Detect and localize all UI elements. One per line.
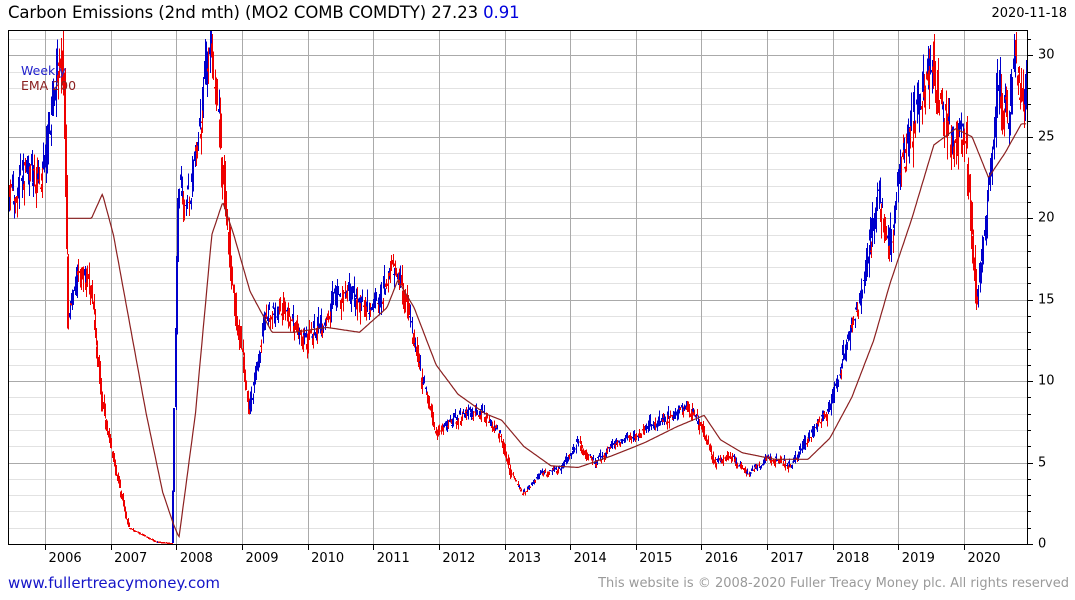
x-axis-label: 2012 xyxy=(442,551,476,566)
y-axis-tick-minor xyxy=(1028,332,1031,334)
x-axis-label: 2019 xyxy=(901,551,935,566)
x-axis-tick xyxy=(110,545,112,550)
chart-header: Carbon Emissions (2nd mth) (MO2 COMB COM… xyxy=(0,0,1075,28)
instrument-name: Carbon Emissions (2nd mth) (MO2 COMB COM… xyxy=(8,3,427,22)
price-change: 0.91 xyxy=(483,3,520,22)
x-axis-label: 2011 xyxy=(376,551,410,566)
x-axis-tick xyxy=(570,545,572,550)
x-axis-label: 2013 xyxy=(507,551,542,566)
y-axis-tick-minor xyxy=(1028,478,1031,480)
y-axis-tick-minor xyxy=(1028,202,1031,203)
x-axis-label: 2009 xyxy=(245,551,279,566)
y-axis-tick-major xyxy=(1028,55,1033,57)
y-axis-tick-minor xyxy=(1028,120,1031,122)
x-axis-tick xyxy=(898,545,900,550)
last-price: 27.23 xyxy=(431,3,478,22)
x-axis-tick xyxy=(832,545,834,550)
y-axis-tick-minor xyxy=(1028,169,1031,171)
x-axis: 2006 2007 2008 2009 2010 2011 2012 2013 2014 2015… xyxy=(8,545,1028,570)
copyright-notice: This website is © 2008-2020 Fuller Treac… xyxy=(598,576,1069,591)
y-axis-tick-minor xyxy=(1028,364,1031,366)
y-axis-label: 5 xyxy=(1038,455,1047,471)
y-axis-tick-minor xyxy=(1028,71,1031,73)
x-axis-tick xyxy=(373,545,375,550)
y-axis: 0 5 10 15 20 25 30 xyxy=(1028,30,1075,552)
y-axis-tick-minor xyxy=(1028,88,1031,89)
y-axis-tick-major xyxy=(1028,136,1033,138)
x-axis-tick xyxy=(307,545,309,550)
y-axis-tick-minor xyxy=(1028,283,1031,285)
x-axis-tick xyxy=(242,545,243,550)
y-axis-tick-minor xyxy=(1028,495,1031,497)
y-axis-tick-minor xyxy=(1028,39,1031,41)
y-axis-label: 25 xyxy=(1038,129,1055,145)
x-axis-label: 2017 xyxy=(770,551,804,566)
x-axis-label: 2010 xyxy=(311,551,345,566)
y-axis-label: 15 xyxy=(1038,292,1055,308)
ohlc-bars xyxy=(9,31,1027,544)
x-axis-label: 2020 xyxy=(967,551,1001,566)
y-axis-tick-minor xyxy=(1028,446,1031,448)
x-axis-label: 2008 xyxy=(179,551,213,566)
x-axis-label: 2007 xyxy=(114,551,148,566)
x-axis-tick xyxy=(963,545,965,550)
x-axis-label: 2006 xyxy=(48,551,82,566)
chart-canvas[interactable] xyxy=(9,31,1027,544)
x-axis-tick xyxy=(45,545,47,550)
y-axis-tick-minor xyxy=(1028,413,1031,415)
y-axis-label: 0 xyxy=(1038,536,1047,552)
as-of-date: 2020-11-18 xyxy=(991,6,1067,21)
x-axis-tick xyxy=(767,545,769,550)
y-axis-tick-minor xyxy=(1028,527,1031,529)
x-axis-label: 2015 xyxy=(639,551,673,566)
y-axis-tick-major xyxy=(1028,462,1033,464)
y-axis-tick-minor xyxy=(1028,234,1031,236)
x-axis-tick xyxy=(701,545,703,550)
y-axis-tick-minor xyxy=(1028,250,1031,252)
y-axis-tick-minor xyxy=(1028,104,1031,106)
y-axis-tick-major xyxy=(1028,299,1033,301)
chart-plot-area[interactable]: Weekly EMA 200 xyxy=(8,30,1028,545)
y-axis-tick-minor xyxy=(1028,511,1031,513)
y-axis-tick-major xyxy=(1028,544,1033,545)
y-axis-label: 30 xyxy=(1038,47,1055,63)
y-axis-tick-minor xyxy=(1028,153,1031,155)
y-axis-tick-minor xyxy=(1028,397,1031,399)
x-axis-label: 2014 xyxy=(573,551,607,566)
site-url-link[interactable]: www.fullertreacymoney.com xyxy=(8,574,221,592)
page-title: Carbon Emissions (2nd mth) (MO2 COMB COM… xyxy=(8,3,520,22)
x-axis-tick xyxy=(176,545,178,550)
y-axis-tick-minor xyxy=(1028,348,1031,350)
ema-200-line xyxy=(68,123,1027,539)
y-axis-tick-minor xyxy=(1028,316,1031,317)
x-axis-label: 2018 xyxy=(836,551,870,566)
y-axis-tick-major xyxy=(1028,381,1033,383)
y-axis-tick-minor xyxy=(1028,430,1031,431)
x-axis-tick xyxy=(635,545,637,550)
y-axis-tick-major xyxy=(1028,218,1033,220)
y-axis-tick-minor xyxy=(1028,267,1031,269)
y-axis-label: 10 xyxy=(1038,373,1055,389)
y-axis-label: 20 xyxy=(1038,210,1055,226)
chart-footer: www.fullertreacymoney.com This website i… xyxy=(0,572,1075,600)
x-axis-label: 2016 xyxy=(704,551,738,566)
x-axis-tick xyxy=(438,545,440,550)
y-axis-tick-minor xyxy=(1028,185,1031,187)
x-axis-tick xyxy=(504,545,506,550)
